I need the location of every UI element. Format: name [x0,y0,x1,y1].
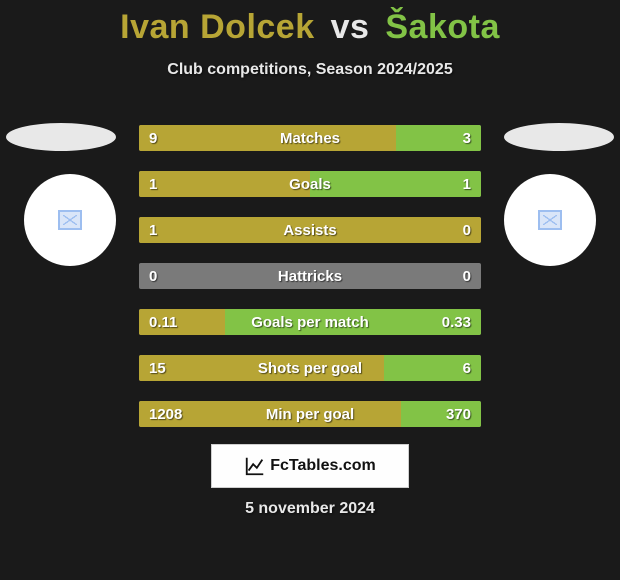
vs-label: vs [331,8,370,46]
stat-label: Hattricks [139,263,481,289]
stat-value-right: 0.33 [442,309,471,335]
stat-value-right: 3 [463,125,471,151]
stat-value-right: 0 [463,217,471,243]
stats-bars: Matches93Goals11Assists10Hattricks00Goal… [139,125,481,447]
stat-row: Assists1 0 [139,217,481,243]
stat-row: Goals1 1 [139,171,481,197]
footer-date: 5 november 2024 [0,500,620,518]
stat-value-right: 1 [463,171,471,197]
player2-emblem-ellipse [504,123,614,151]
branding-box[interactable]: FcTables.com [211,444,409,488]
stat-row: Min per goal1208 370 [139,401,481,427]
stat-label: Goals per match [139,309,481,335]
stat-value-left: 9 [149,125,157,151]
branding-text: FcTables.com [270,457,376,475]
stat-value-left: 1208 [149,401,182,427]
stat-row: Goals per match0.11 0.33 [139,309,481,335]
stat-value-left: 15 [149,355,166,381]
stat-label: Goals [139,171,481,197]
stat-label: Matches [139,125,481,151]
player1-emblem-ellipse [6,123,116,151]
subtitle: Club competitions, Season 2024/2025 [0,61,620,79]
stat-label: Assists [139,217,481,243]
stat-value-left: 0.11 [149,309,177,335]
player2-avatar [504,174,596,266]
stat-row: Shots per goal15 6 [139,355,481,381]
stat-label: Min per goal [139,401,481,427]
page-title: Ivan Dolcek vs Šakota [0,0,620,47]
stat-value-left: 1 [149,217,157,243]
stat-value-right: 370 [446,401,471,427]
stat-value-right: 6 [463,355,471,381]
stat-row: Hattricks0 0 [139,263,481,289]
image-placeholder-icon [538,210,562,230]
stat-label: Shots per goal [139,355,481,381]
player2-name: Šakota [385,8,500,46]
stat-value-left: 1 [149,171,157,197]
stat-row: Matches9 3 [139,125,481,151]
player1-avatar [24,174,116,266]
stat-value-left: 0 [149,263,157,289]
player1-name: Ivan Dolcek [120,8,314,46]
stat-value-right: 0 [463,263,471,289]
chart-icon [244,455,266,477]
image-placeholder-icon [58,210,82,230]
